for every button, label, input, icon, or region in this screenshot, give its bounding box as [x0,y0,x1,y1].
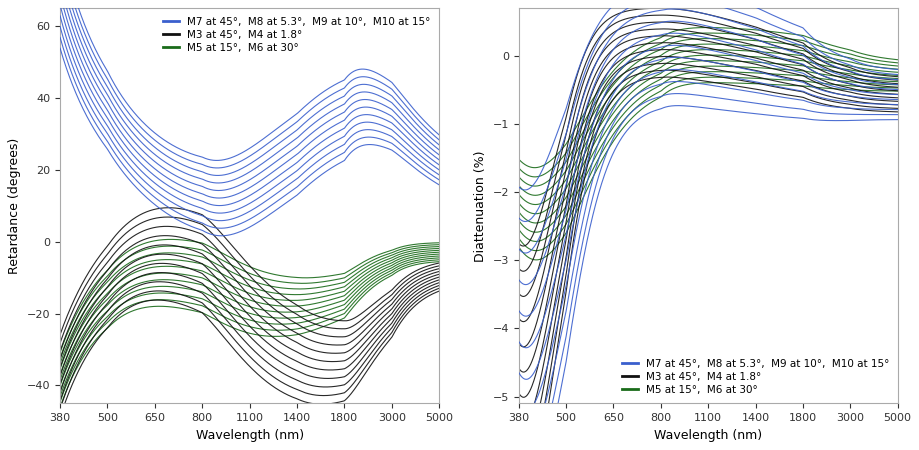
Legend: M7 at 45°,  M8 at 5.3°,  M9 at 10°,  M10 at 15°, M3 at 45°,  M4 at 1.8°, M5 at 1: M7 at 45°, M8 at 5.3°, M9 at 10°, M10 at… [160,14,434,56]
Y-axis label: Diattenuation (%): Diattenuation (%) [473,150,486,261]
X-axis label: Wavelength (nm): Wavelength (nm) [653,429,762,441]
Y-axis label: Retardance (degrees): Retardance (degrees) [8,138,21,274]
X-axis label: Wavelength (nm): Wavelength (nm) [196,429,303,441]
Legend: M7 at 45°,  M8 at 5.3°,  M9 at 10°,  M10 at 15°, M3 at 45°,  M4 at 1.8°, M5 at 1: M7 at 45°, M8 at 5.3°, M9 at 10°, M10 at… [618,356,891,398]
